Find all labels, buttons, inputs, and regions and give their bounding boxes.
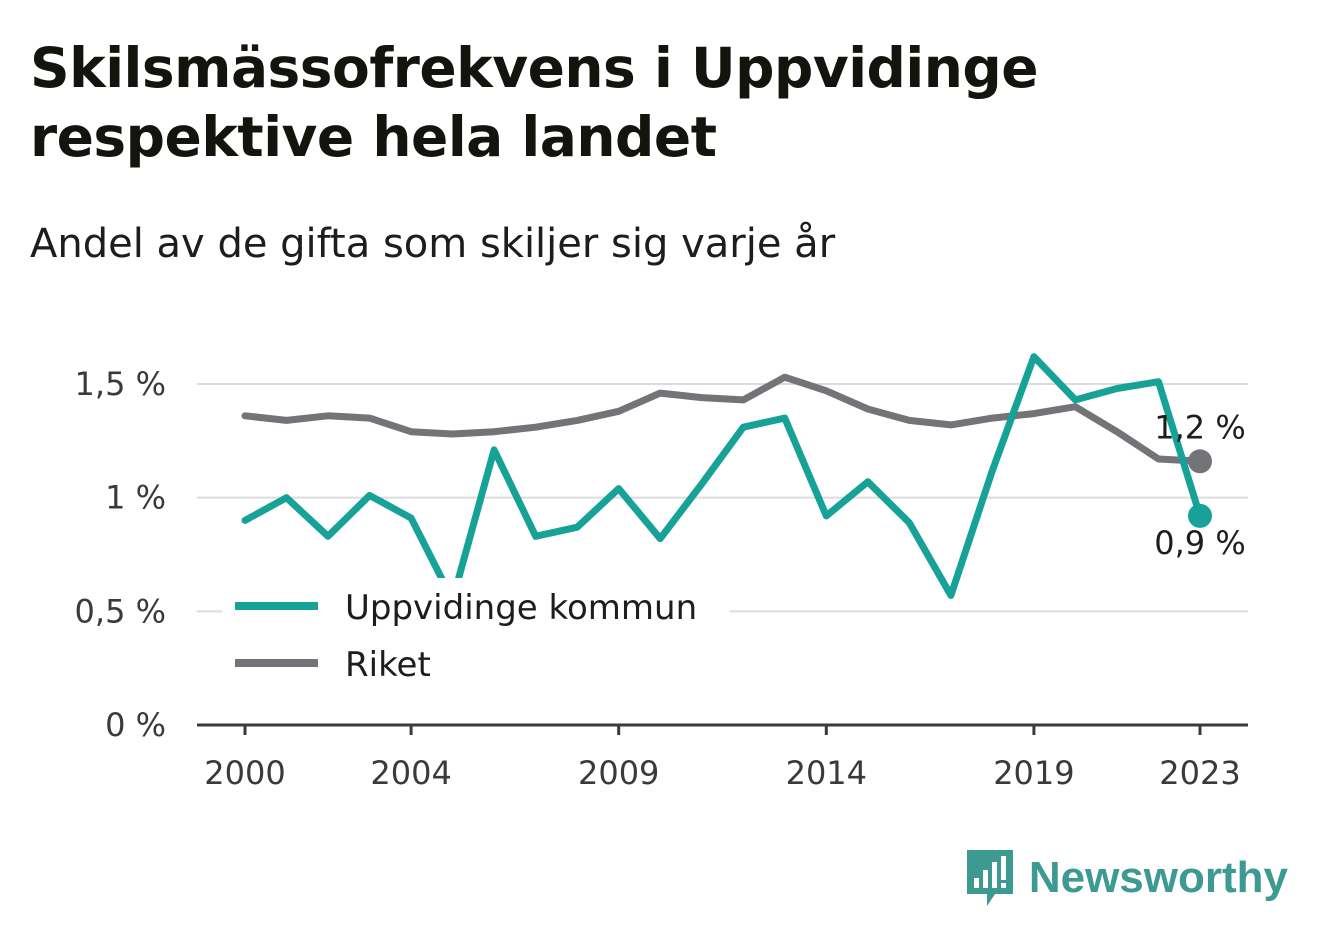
newsworthy-logo: Newsworthy	[965, 848, 1288, 908]
x-tick-label: 2023	[1159, 754, 1240, 792]
y-tick-label: 1 %	[105, 479, 166, 517]
x-axis-ticks: 2000 2004 2009 2014 2019 2023	[204, 725, 1241, 792]
series-line-riket	[241, 373, 1204, 465]
end-point-riket	[1188, 449, 1212, 474]
legend: Uppvidinge kommun Riket	[222, 578, 730, 690]
y-tick-label: 0,5 %	[75, 592, 166, 630]
y-tick-label: 1,5 %	[75, 365, 166, 403]
x-tick-label: 2019	[993, 754, 1074, 792]
series-lines	[241, 353, 1204, 604]
legend-label-uppvidinge: Uppvidinge kommun	[345, 588, 697, 628]
end-point-uppvidinge	[1188, 503, 1212, 528]
x-tick-label: 2000	[204, 754, 285, 792]
y-tick-label: 0 %	[105, 706, 166, 744]
end-value-label: 1,2 %	[1154, 408, 1245, 446]
end-value-label: 0,9 %	[1154, 524, 1245, 562]
legend-background	[222, 578, 730, 690]
y-axis-ticks: 0 % 0,5 % 1 % 1,5 %	[75, 365, 166, 744]
bar-chart-bubble-icon	[966, 850, 1013, 906]
x-tick-label: 2009	[578, 754, 659, 792]
chart-title: Skilsmässofrekvens i Uppvidinge respekti…	[30, 36, 1039, 169]
x-tick-label: 2004	[370, 754, 451, 792]
end-markers: 0,9 % 1,2 %	[1154, 408, 1245, 562]
x-tick-label: 2014	[786, 754, 867, 792]
brand-name: Newsworthy	[1028, 853, 1288, 902]
chart-subtitle: Andel av de gifta som skiljer sig varje …	[30, 221, 836, 267]
legend-label-riket: Riket	[345, 645, 431, 685]
series-line-uppvidinge	[241, 353, 1204, 604]
